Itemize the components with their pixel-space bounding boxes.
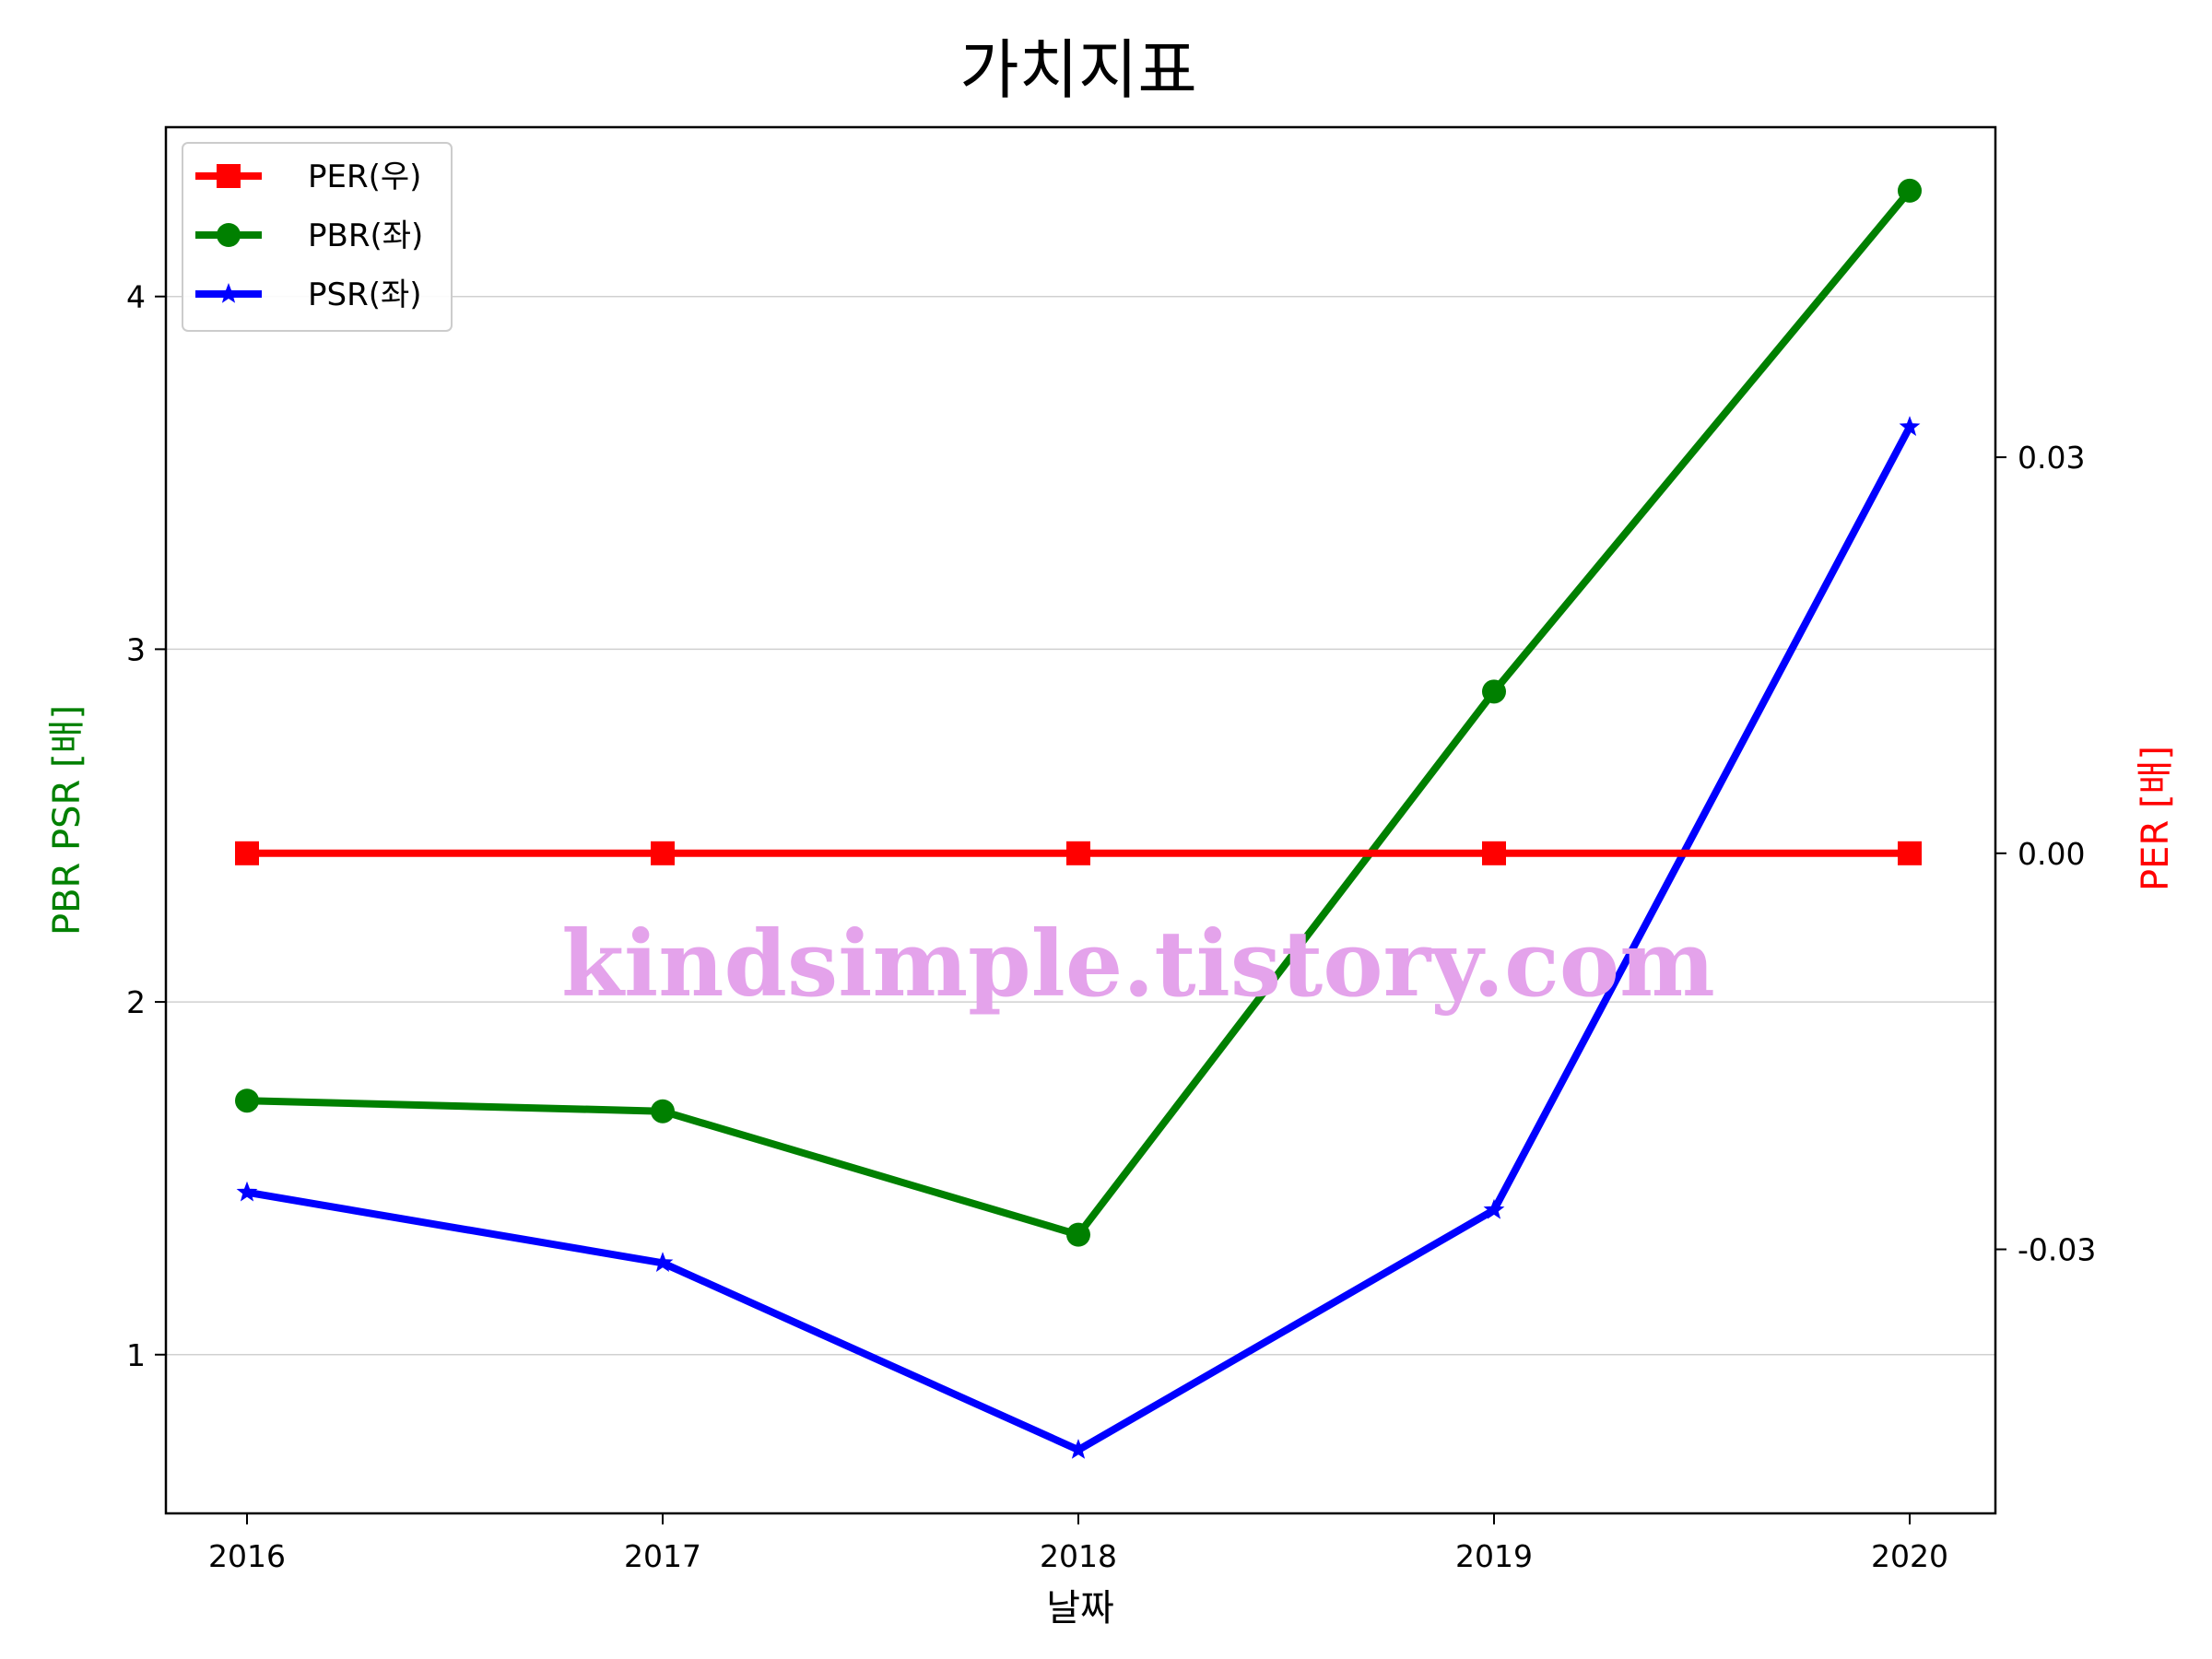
point-pbr — [1482, 679, 1506, 704]
y-right-tick-label: 0.03 — [2018, 440, 2085, 476]
point-psr — [236, 1181, 258, 1202]
chart-title: 가치지표 — [959, 32, 1197, 108]
point-per — [235, 841, 259, 865]
point-pbr — [651, 1099, 675, 1124]
point-psr — [652, 1252, 674, 1272]
point-per — [651, 841, 675, 865]
point-psr — [1899, 416, 1921, 436]
legend-marker-pbr — [217, 223, 241, 247]
y-axis-left-label: PBR PSR [배] — [46, 705, 88, 935]
y-axis-right: -0.03 0.00 0.03 — [1995, 440, 2096, 1268]
x-tick-label: 2019 — [1455, 1538, 1533, 1574]
legend-marker-per — [217, 164, 241, 188]
x-tick-label: 2016 — [208, 1538, 286, 1574]
series-pbr — [235, 178, 1922, 1247]
legend-marker-psr — [218, 283, 240, 303]
series-per — [235, 841, 1922, 865]
series-psr — [236, 416, 1921, 1459]
point-per — [1482, 841, 1506, 865]
legend-box — [182, 142, 453, 332]
y-right-tick-label: 0.00 — [2018, 836, 2085, 872]
point-pbr — [235, 1088, 259, 1113]
x-tick-label: 2020 — [1871, 1538, 1948, 1574]
y-left-tick-label: 3 — [126, 631, 146, 667]
point-psr — [1483, 1198, 1505, 1219]
x-axis-label: 날짜 — [1046, 1587, 1114, 1630]
legend-label-pbr: PBR(좌) — [308, 218, 423, 254]
plot-frame — [164, 125, 1997, 1515]
watermark: kindsimple.tistory.com — [561, 912, 1715, 1018]
point-pbr — [1898, 178, 1922, 203]
point-psr — [1067, 1439, 1089, 1459]
point-per — [1898, 841, 1922, 865]
y-left-tick-label: 2 — [126, 984, 146, 1020]
grid — [166, 295, 1995, 1356]
series-layer — [235, 178, 1922, 1459]
legend-label-psr: PSR(좌) — [308, 276, 422, 313]
x-tick-label: 2018 — [1040, 1538, 1117, 1574]
point-per — [1066, 841, 1090, 865]
y-right-tick-label: -0.03 — [2018, 1232, 2096, 1268]
x-axis: 2016 2017 2018 2019 2020 — [208, 1513, 1948, 1574]
x-tick-label: 2017 — [624, 1538, 701, 1574]
legend-label-per: PER(우) — [308, 159, 421, 195]
y-left-tick-label: 1 — [126, 1337, 146, 1373]
point-pbr — [1066, 1222, 1090, 1247]
y-axis-right-label: PER [배] — [2135, 746, 2177, 891]
y-axis-left: 1 2 3 4 — [126, 279, 166, 1373]
y-left-tick-label: 4 — [126, 279, 146, 315]
legend: PER(우) PBR(좌) PSR(좌) — [182, 142, 453, 332]
